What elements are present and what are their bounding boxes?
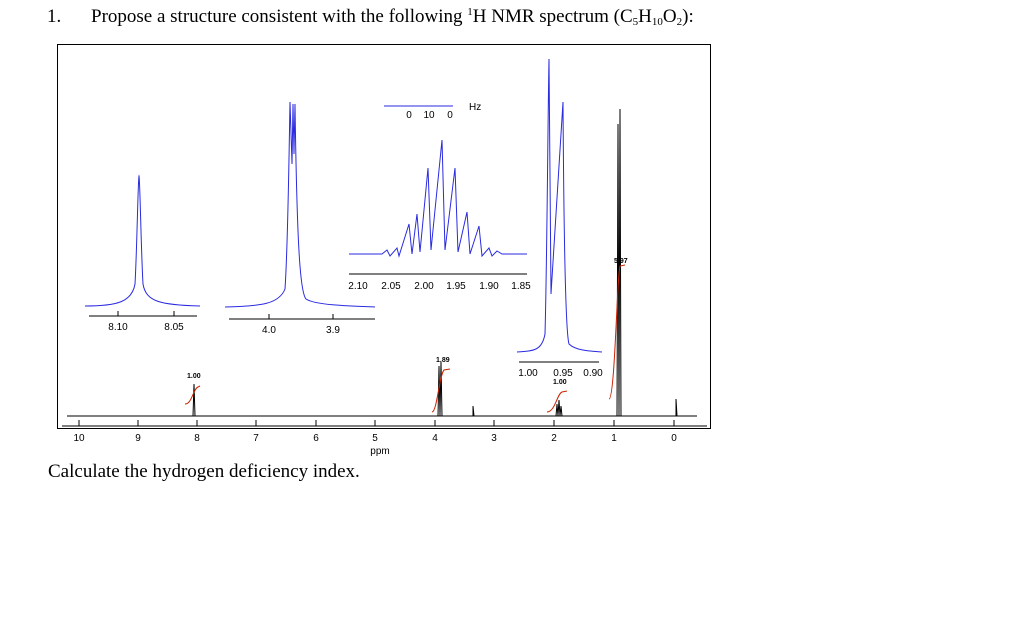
peak-0-0 — [675, 398, 678, 417]
integral-label: 1.00 — [187, 373, 201, 380]
inset-tick-label: 8.10 — [108, 322, 128, 333]
spectrum-frame — [57, 44, 711, 429]
inset-tick-label: 2.00 — [414, 281, 434, 292]
inset-tick-label: 3.9 — [326, 325, 340, 336]
integral-curves — [184, 264, 626, 413]
inset-4-ppm: 4.0 3.9 — [224, 101, 376, 336]
nmr-spectrum: 1.00 1.89 1.00 5.97 10 9 8 7 6 5 4 3 2 1… — [57, 44, 711, 457]
inset-tick-label: 2.10 — [348, 281, 368, 292]
integral-labels: 1.00 1.89 1.00 5.97 — [187, 258, 628, 386]
x-axis-labels: 10 9 8 7 6 5 4 3 2 1 0 ppm — [73, 433, 677, 457]
inset-tick-label: 0.95 — [553, 368, 573, 379]
x-tick-label: 1 — [611, 433, 617, 444]
integral-label: 1.00 — [553, 379, 567, 386]
x-tick-label: 6 — [313, 433, 319, 444]
inset-tick-label: 4.0 — [262, 325, 276, 336]
x-tick-label: 0 — [671, 433, 677, 444]
inset-tick-label: 1.95 — [446, 281, 466, 292]
integral-label: 5.97 — [614, 258, 628, 265]
inset-tick-label: 8.05 — [164, 322, 184, 333]
hz-scale-label: 10 — [423, 110, 435, 121]
hz-scale-label: 0 — [447, 110, 453, 121]
x-tick-label: 10 — [73, 433, 85, 444]
x-axis-ticks — [78, 420, 675, 426]
inset-tick-label: 1.85 — [511, 281, 531, 292]
hz-scale-unit: Hz — [469, 102, 481, 113]
peak-3-5 — [471, 405, 475, 417]
x-tick-label: 9 — [135, 433, 141, 444]
x-axis-label: ppm — [370, 446, 389, 457]
instruction-text: Calculate the hydrogen deficiency index. — [48, 461, 360, 482]
integral-label: 1.89 — [436, 357, 450, 364]
peak-8-07 — [189, 383, 199, 417]
main-peaks — [189, 108, 678, 417]
x-tick-label: 7 — [253, 433, 259, 444]
hz-scale-label: 0 — [406, 110, 412, 121]
inset-1-ppm: 1.00 0.95 0.90 — [516, 58, 603, 379]
peak-4-0 — [435, 361, 445, 417]
inset-tick-label: 2.05 — [381, 281, 401, 292]
inset-tick-label: 1.90 — [479, 281, 499, 292]
inset-2-ppm: 2.10 2.05 2.00 1.95 1.90 1.85 0 10 0 Hz — [348, 102, 531, 292]
x-tick-label: 3 — [491, 433, 497, 444]
inset-8-ppm: 8.10 8.05 — [84, 174, 201, 333]
x-tick-label: 2 — [551, 433, 557, 444]
peak-1-97 — [553, 399, 565, 417]
x-tick-label: 8 — [194, 433, 200, 444]
question-text: 1. Propose a structure consistent with th… — [47, 6, 694, 28]
x-tick-label: 4 — [432, 433, 438, 444]
inset-tick-label: 0.90 — [583, 368, 603, 379]
inset-tick-label: 1.00 — [518, 368, 538, 379]
x-tick-label: 5 — [372, 433, 378, 444]
peak-0-93 — [613, 108, 625, 417]
question-number: 1. — [47, 6, 62, 27]
